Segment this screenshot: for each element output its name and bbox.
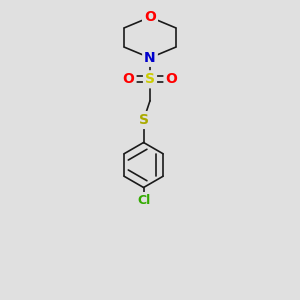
Text: Cl: Cl <box>137 194 150 207</box>
Text: O: O <box>123 72 134 86</box>
Text: O: O <box>166 72 177 86</box>
Text: S: S <box>139 113 148 127</box>
Text: S: S <box>145 72 155 86</box>
Text: O: O <box>144 10 156 24</box>
Text: N: N <box>144 51 156 65</box>
